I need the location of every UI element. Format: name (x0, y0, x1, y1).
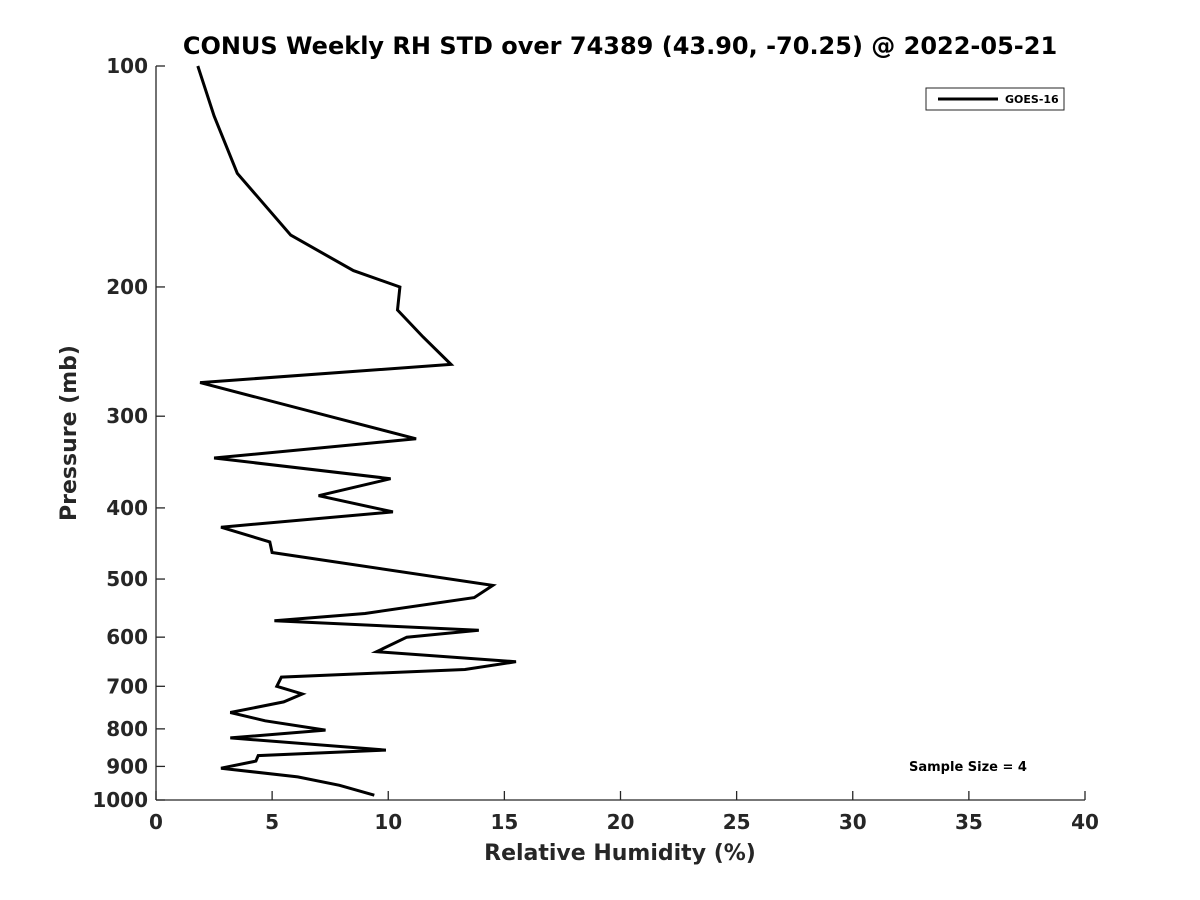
x-tick-label: 35 (955, 810, 983, 834)
x-tick-label: 20 (607, 810, 635, 834)
x-tick-group: 0 5 10 15 20 25 30 35 40 (149, 791, 1099, 834)
x-tick-label: 40 (1071, 810, 1099, 834)
y-tick-label: 400 (106, 496, 148, 520)
y-tick-label: 200 (106, 275, 148, 299)
y-tick-label: 700 (106, 674, 148, 698)
x-tick-label: 5 (265, 810, 279, 834)
x-tick-label: 0 (149, 810, 163, 834)
y-tick-label: 600 (106, 625, 148, 649)
y-tick-label: 1000 (92, 788, 148, 812)
y-tick-label: 500 (106, 567, 148, 591)
sample-size-annotation: Sample Size = 4 (909, 760, 1027, 775)
y-tick-label: 300 (106, 404, 148, 428)
series-group (196, 65, 517, 797)
y-tick-label: 800 (106, 717, 148, 741)
y-tick-label: 100 (106, 54, 148, 78)
x-tick-label: 30 (839, 810, 867, 834)
plot-axes (155, 66, 1085, 801)
x-axis-label: Relative Humidity (%) (484, 841, 756, 866)
y-tick-group: 100 200 300 400 500 600 700 800 900 1000 (92, 54, 165, 812)
x-tick-label: 25 (723, 810, 751, 834)
legend-label-goes-16: GOES-16 (1005, 93, 1059, 106)
legend: GOES-16 (925, 87, 1065, 111)
series-line-goes-16 (196, 65, 517, 797)
x-tick-label: 10 (374, 810, 402, 834)
chart-title: CONUS Weekly RH STD over 74389 (43.90, -… (183, 32, 1057, 60)
x-tick-label: 15 (490, 810, 518, 834)
y-axis-label: Pressure (mb) (57, 345, 82, 521)
y-tick-label: 900 (106, 754, 148, 778)
